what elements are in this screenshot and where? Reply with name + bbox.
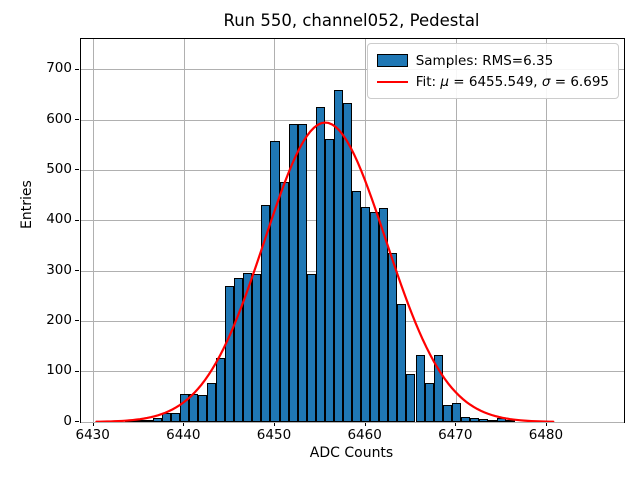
x-gridline: [183, 39, 185, 422]
x-axis-label: ADC Counts: [309, 445, 394, 461]
histogram-bar: [406, 374, 416, 422]
histogram-bar: [179, 394, 189, 422]
legend-samples-label: Samples: RMS=6.35: [415, 52, 554, 69]
plot-area: Samples: RMS=6.35 Fit: μ = 6455.549, σ =…: [80, 38, 625, 423]
x-tick-label: 6470: [438, 427, 473, 443]
x-tick-mark: [183, 422, 185, 426]
histogram-bar: [143, 420, 153, 422]
y-gridline: [81, 421, 624, 423]
histogram-bar: [469, 417, 479, 422]
histogram-bar: [397, 303, 407, 422]
legend-item-fit: Fit: μ = 6455.549, σ = 6.695: [376, 71, 609, 92]
histogram-bar: [388, 253, 398, 422]
histogram-bar: [243, 272, 253, 422]
x-gridline: [93, 39, 95, 422]
x-tick-label: 6430: [75, 427, 110, 443]
fit-curve: [95, 121, 555, 422]
histogram-bar: [225, 286, 235, 422]
y-tick-label: 600: [46, 110, 72, 127]
x-tick-label: 6440: [166, 427, 201, 443]
y-tick-label: 300: [46, 261, 72, 278]
histogram-bar: [361, 206, 371, 422]
y-tick-mark: [75, 320, 79, 322]
histogram-bar: [460, 417, 470, 422]
gaussian-fit-path: [95, 121, 555, 422]
histogram-bar: [234, 277, 244, 422]
histogram-bar: [342, 103, 353, 422]
y-tick-label: 400: [46, 211, 72, 228]
histogram-bar: [442, 405, 452, 422]
histogram-bar: [306, 273, 316, 422]
histogram-bar: [270, 141, 280, 422]
x-gridline: [546, 39, 548, 422]
x-tick-mark: [364, 422, 366, 426]
histogram-bar: [433, 354, 443, 422]
x-tick-mark: [273, 422, 275, 426]
samples-swatch-icon: [376, 54, 408, 67]
x-tick-mark: [92, 422, 94, 426]
histogram-bar: [170, 412, 180, 422]
legend: Samples: RMS=6.35 Fit: μ = 6455.549, σ =…: [366, 43, 619, 99]
y-tick-mark: [75, 370, 79, 372]
x-tick-label: 6480: [528, 427, 564, 443]
histogram-bar: [370, 211, 380, 422]
sigma-symbol: σ: [541, 73, 551, 90]
y-gridline: [81, 169, 624, 171]
chart-title: Run 550, channel052, Pedestal: [223, 11, 480, 30]
x-tick-mark: [455, 422, 457, 426]
histogram-bar: [288, 124, 298, 422]
histogram-bar: [415, 354, 425, 422]
y-tick-label: 100: [46, 362, 72, 379]
histogram-bar: [424, 382, 434, 422]
histogram-bar: [478, 419, 489, 422]
y-tick-label: 700: [46, 60, 72, 77]
y-tick-mark: [75, 421, 79, 422]
y-tick-mark: [75, 270, 79, 271]
y-tick-label: 0: [63, 412, 72, 429]
histogram-bar: [152, 417, 162, 422]
x-tick-label: 6460: [347, 427, 382, 443]
histogram-bar: [261, 204, 271, 422]
x-tick-label: 6450: [256, 427, 292, 443]
histogram-bar: [252, 273, 262, 422]
histogram-bar: [333, 89, 343, 422]
histogram-bar: [197, 394, 207, 422]
histogram-bar: [134, 420, 144, 422]
histogram-bar: [161, 413, 171, 422]
fit-swatch-icon: [376, 80, 408, 83]
y-gridline: [81, 119, 624, 121]
y-gridline: [81, 69, 624, 71]
y-tick-label: 200: [46, 311, 72, 328]
histogram-bar: [315, 107, 325, 422]
histogram-bar: [506, 420, 516, 422]
y-tick-mark: [75, 219, 79, 221]
y-tick-mark: [75, 169, 79, 171]
histogram-bar: [379, 208, 389, 422]
y-tick-label: 500: [46, 160, 72, 177]
y-tick-mark: [75, 119, 79, 121]
x-tick-mark: [545, 422, 547, 426]
legend-fit-label: Fit: μ = 6455.549, σ = 6.695: [415, 73, 609, 90]
x-gridline: [455, 39, 457, 422]
histogram-bar: [451, 402, 461, 422]
histogram-bar: [488, 420, 498, 422]
mu-symbol: μ: [440, 73, 449, 90]
histogram-bar: [297, 124, 307, 422]
legend-item-samples: Samples: RMS=6.35: [376, 50, 609, 71]
histogram-bar: [352, 191, 362, 422]
y-tick-mark: [75, 68, 79, 70]
histogram-bar: [207, 383, 217, 422]
histogram-bar: [324, 138, 334, 422]
histogram-bar: [216, 357, 226, 422]
